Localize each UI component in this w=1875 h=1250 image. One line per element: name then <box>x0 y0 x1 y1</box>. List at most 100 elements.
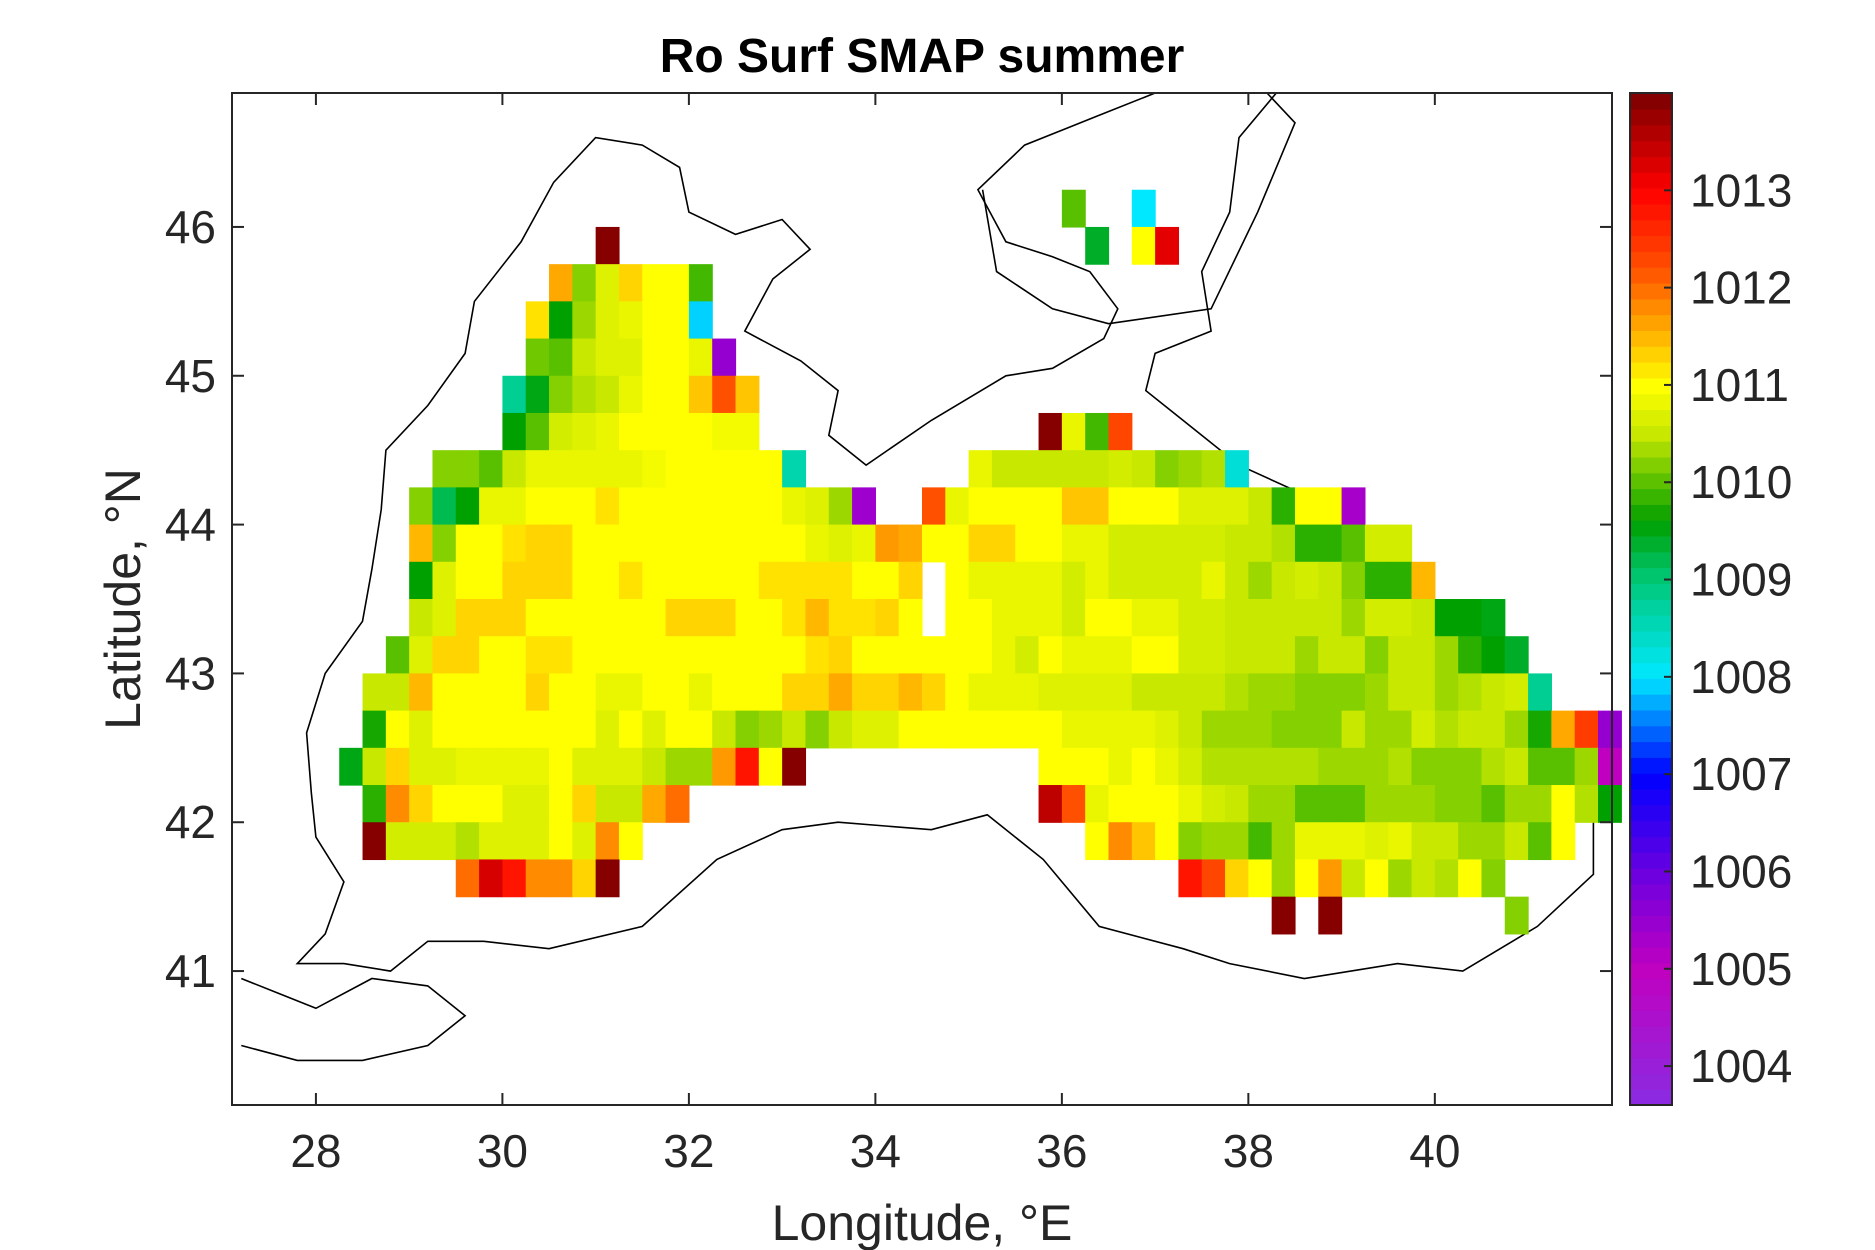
heatmap-cell <box>688 264 713 302</box>
heatmap-cell <box>1108 561 1133 600</box>
heatmap-cell <box>432 524 457 563</box>
heatmap-cell <box>1085 710 1110 749</box>
heatmap-cell <box>479 450 503 488</box>
heatmap-cell <box>1271 487 1296 526</box>
heatmap-cell <box>828 710 853 749</box>
heatmap-cell <box>455 747 480 786</box>
heatmap-cell <box>1038 524 1063 563</box>
heatmap-cell <box>1178 487 1203 526</box>
heatmap-cell <box>525 487 550 526</box>
heatmap-cell <box>1061 636 1086 675</box>
heatmap-cell <box>479 785 503 823</box>
heatmap-cell <box>572 487 597 526</box>
heatmap-cell <box>1178 785 1203 823</box>
heatmap-cell <box>688 636 713 675</box>
colorbar-frame <box>1629 92 1673 1106</box>
heatmap-cell <box>1155 710 1180 749</box>
heatmap-cell <box>805 636 830 675</box>
colorbar-segment <box>1630 583 1672 600</box>
heatmap-cell <box>502 785 527 823</box>
heatmap-cell <box>502 599 527 637</box>
heatmap-cell <box>1318 710 1343 749</box>
heatmap-cell <box>735 450 760 488</box>
heatmap-cell <box>572 822 597 861</box>
heatmap-cell <box>712 338 737 377</box>
heatmap-cell <box>642 450 667 488</box>
heatmap-cells <box>339 189 1622 935</box>
heatmap-cell <box>549 264 573 302</box>
heatmap-cell <box>712 599 737 637</box>
heatmap-cell <box>1294 710 1319 749</box>
colorbar-segment <box>1630 1089 1672 1106</box>
heatmap-cell <box>1504 822 1529 861</box>
heatmap-cell <box>549 859 573 898</box>
heatmap-cell <box>875 710 900 749</box>
heatmap-cell <box>409 710 434 749</box>
heatmap-cell <box>595 710 620 749</box>
heatmap-cell <box>968 450 993 488</box>
heatmap-cell <box>1131 710 1156 749</box>
heatmap-cell <box>1248 599 1273 637</box>
heatmap-cell <box>712 375 737 414</box>
heatmap-cell <box>782 599 807 637</box>
heatmap-cell <box>828 561 853 600</box>
heatmap-cell <box>805 561 830 600</box>
heatmap-cell <box>968 561 993 600</box>
heatmap-cell <box>1201 450 1226 488</box>
heatmap-cell <box>618 599 643 637</box>
heatmap-cell <box>642 375 667 414</box>
heatmap-cell <box>525 561 550 600</box>
colorbar-segment <box>1630 393 1672 411</box>
heatmap-cell <box>1108 636 1133 675</box>
heatmap-cell <box>1528 822 1552 861</box>
heatmap-cell <box>572 785 597 823</box>
heatmap-cell <box>409 561 434 600</box>
heatmap-cell <box>595 487 620 526</box>
y-tick-label: 42 <box>165 796 216 848</box>
colorbar-segment <box>1630 298 1672 316</box>
heatmap-cell <box>618 710 643 749</box>
heatmap-cell <box>828 673 853 712</box>
heatmap-cell <box>1061 487 1086 526</box>
heatmap-cell <box>1248 785 1273 823</box>
heatmap-cell <box>1294 822 1319 861</box>
heatmap-cell <box>1411 822 1436 861</box>
colorbar-tick-label: 1004 <box>1690 1040 1792 1092</box>
heatmap-cell <box>1434 636 1459 675</box>
heatmap-cell <box>1131 599 1156 637</box>
heatmap-cell <box>945 673 970 712</box>
heatmap-cell <box>1061 450 1086 488</box>
heatmap-cell <box>968 524 993 563</box>
heatmap-cell <box>1155 822 1180 861</box>
heatmap-cell <box>968 599 993 637</box>
heatmap-cell <box>1015 710 1040 749</box>
heatmap-cell <box>432 673 457 712</box>
heatmap-cell <box>1388 636 1413 675</box>
heatmap-cell <box>1248 636 1273 675</box>
heatmap-cell <box>782 673 807 712</box>
heatmap-cell <box>642 264 667 302</box>
heatmap-cell <box>572 673 597 712</box>
heatmap-cell <box>1481 785 1506 823</box>
colorbar-segment <box>1630 962 1672 980</box>
heatmap-cell <box>1085 226 1110 265</box>
colorbar-segment <box>1630 1073 1672 1090</box>
heatmap-cell <box>455 710 480 749</box>
colorbar-segment <box>1630 235 1672 252</box>
heatmap-cell <box>432 450 457 488</box>
heatmap-cell <box>1294 599 1319 637</box>
heatmap-cell <box>1015 450 1040 488</box>
colorbar-segment <box>1630 915 1672 932</box>
heatmap-cell <box>688 710 713 749</box>
heatmap-cell <box>1015 524 1040 563</box>
coastline <box>241 93 1595 1062</box>
heatmap-cell <box>945 487 970 526</box>
colorbar-segment <box>1630 456 1672 474</box>
heatmap-cell <box>549 524 573 563</box>
heatmap-cell <box>1248 673 1273 712</box>
heatmap-cell <box>1085 561 1110 600</box>
colorbar-segment <box>1630 282 1672 300</box>
heatmap-cell <box>1294 747 1319 786</box>
heatmap-cell <box>595 785 620 823</box>
